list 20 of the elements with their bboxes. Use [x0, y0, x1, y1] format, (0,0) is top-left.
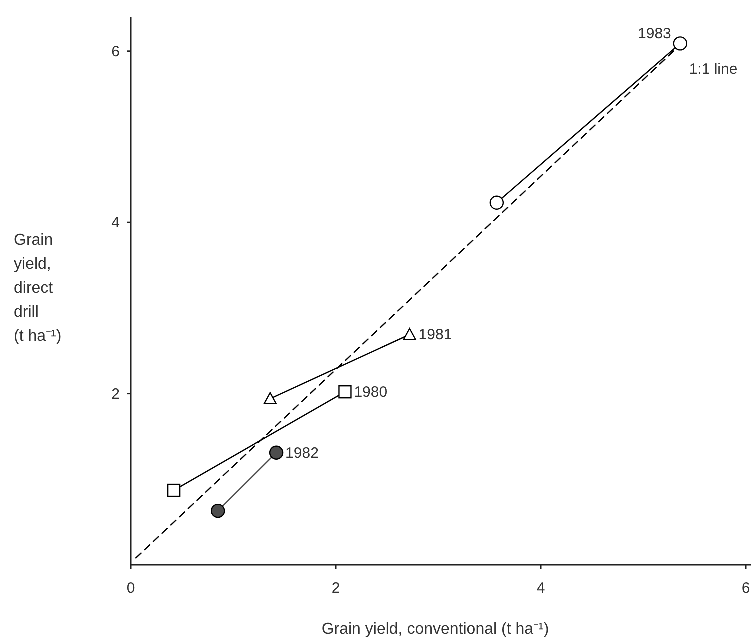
- x-tick-label: 2: [332, 580, 340, 597]
- x-axis-title: Grain yield, conventional (t ha⁻¹): [322, 621, 550, 638]
- x-tick-label: 4: [536, 580, 546, 597]
- series-label: 1980: [354, 384, 388, 402]
- y-axis-title: Grain yield, direct drill (t ha⁻¹): [14, 232, 62, 345]
- y-tick-label: 4: [112, 214, 120, 232]
- point: [490, 196, 504, 210]
- x-tick-label: 6: [742, 580, 750, 597]
- point: [167, 484, 181, 498]
- series-label: 1:1 line: [689, 60, 738, 78]
- x-tick-label: 0: [126, 580, 136, 597]
- series-label: 1983: [638, 26, 672, 43]
- point: [673, 36, 688, 51]
- point: [338, 385, 352, 399]
- y-tick-label: 2: [112, 386, 120, 403]
- series-label: 1982: [286, 444, 319, 462]
- point: [211, 504, 226, 518]
- point: [269, 446, 284, 460]
- y-tick-label: 6: [112, 43, 120, 60]
- series-label: 1981: [418, 326, 452, 344]
